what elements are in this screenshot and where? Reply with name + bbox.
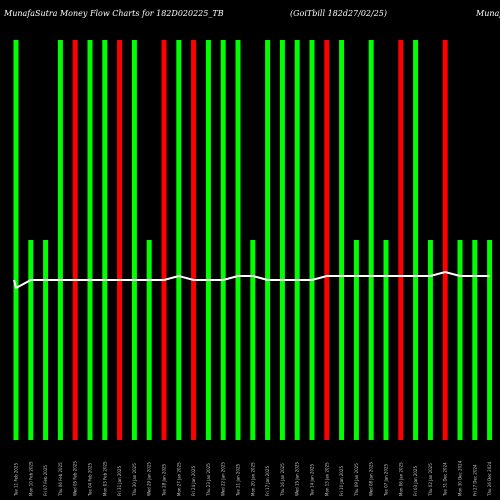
bar (442, 40, 448, 440)
bar (87, 40, 93, 440)
bar (250, 240, 256, 440)
x-tick-label: Mon 10 Feb 2025 (28, 461, 33, 496)
x-tick-label: Thu 26 Dec 2024 (487, 461, 492, 497)
x-tick-label: Mon 03 Feb 2025 (102, 461, 107, 496)
x-tick-labels: Tue 11 Feb 2025 Mon 10 Feb 2025 Fri 07 Feb… (14, 460, 493, 497)
bar (117, 40, 123, 440)
bar (220, 40, 226, 440)
x-tick-label: Fri 17 Jan 2025 (265, 466, 270, 496)
x-tick-label: Wed 22 Jan 2025 (221, 462, 226, 496)
bar (309, 40, 315, 440)
chart-subtitle: (GoiTbill 182d27/02/25) (290, 9, 387, 18)
bar (294, 40, 300, 440)
x-tick-label: Mon 20 Jan 2025 (250, 462, 255, 496)
price-line-layer (13, 270, 490, 290)
bar (487, 240, 493, 440)
x-tick-label: Tue 04 Feb 2025 (88, 463, 93, 497)
x-tick-label: Mon 13 Jan 2025 (324, 462, 329, 496)
x-tick-label: Thu 09 Jan 2025 (354, 463, 359, 497)
bar (13, 40, 19, 440)
x-tick-label: Wed 15 Jan 2025 (295, 462, 300, 496)
x-tick-label: Wed 05 Feb 2025 (73, 461, 78, 496)
bar (235, 40, 241, 440)
x-tick-label: Mon 27 Jan 2025 (176, 462, 181, 496)
bar (368, 40, 374, 440)
x-tick-label: Thu 02 Jan 2025 (428, 463, 433, 497)
bar (383, 240, 389, 440)
x-tick-label: Wed 29 Jan 2025 (147, 462, 152, 496)
x-tick-label: Fri 24 Jan 2025 (191, 466, 196, 496)
x-tick-label: Tue 11 Feb 2025 (14, 463, 19, 497)
bar (279, 40, 285, 440)
bar (353, 240, 359, 440)
bar (72, 40, 78, 440)
bar (161, 40, 167, 440)
chart-title-right: Munafa (475, 9, 500, 18)
bar (398, 40, 404, 440)
x-tick-label: Thu 23 Jan 2025 (206, 463, 211, 497)
x-tick-label: Fri 03 Jan 2025 (413, 466, 418, 496)
price-line (13, 270, 490, 290)
x-tick-label: Tue 21 Jan 2025 (236, 463, 241, 497)
x-tick-label: Fri 10 Jan 2025 (339, 466, 344, 496)
chart-title: MunafaSutra Money Flow Charts for 182D02… (3, 9, 224, 18)
bars (13, 40, 493, 440)
x-tick-label: Tue 07 Jan 2025 (384, 463, 389, 497)
bar (457, 240, 463, 440)
bar (131, 40, 137, 440)
x-tick-label: Tue 28 Jan 2025 (162, 463, 167, 497)
bar (324, 40, 330, 440)
x-tick-label: Fri 31 Jan 2025 (117, 466, 122, 496)
x-tick-label: Fri 07 Feb 2025 (43, 465, 48, 496)
x-tick-label: Tue 14 Jan 2025 (310, 463, 315, 497)
bar (102, 40, 108, 440)
bar (205, 40, 211, 440)
x-tick-label: Mon 06 Jan 2025 (398, 462, 403, 496)
bar (265, 40, 271, 440)
x-tick-label: Thu 30 Jan 2025 (132, 463, 137, 497)
bar (28, 240, 34, 440)
bar (472, 240, 478, 440)
x-tick-label: Fri 27 Dec 2024 (472, 464, 477, 496)
bar (146, 240, 152, 440)
x-tick-label: Tue 31 Dec 2024 (443, 462, 448, 497)
bar (427, 240, 433, 440)
x-tick-label: Wed 08 Jan 2025 (369, 462, 374, 496)
x-tick-label: Thu 06 Feb 2025 (58, 462, 63, 497)
x-tick-label: Thu 16 Jan 2025 (280, 463, 285, 497)
bar (191, 40, 197, 440)
bar (57, 40, 63, 440)
bar (176, 40, 182, 440)
bar (43, 240, 49, 440)
bar (339, 40, 345, 440)
x-tick-label: Mon 30 Dec 2024 (458, 460, 463, 496)
bar (413, 40, 419, 440)
